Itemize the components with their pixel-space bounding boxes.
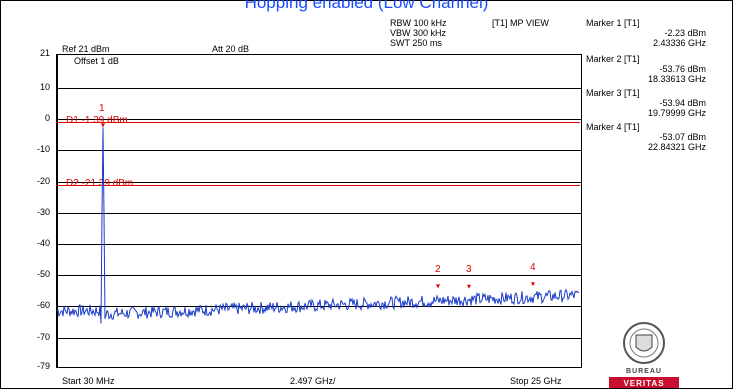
y-tick-label: -30 [36, 207, 50, 217]
grid-line [57, 244, 581, 245]
display-line-d1 [56, 122, 580, 123]
y-tick-label: 0 [44, 113, 50, 123]
grid-line [57, 88, 581, 89]
page-title: Hopping enabled (Low Channel) [244, 0, 489, 12]
attenuation: Att 20 dB [212, 44, 250, 54]
grid-line [57, 213, 581, 214]
marker-triangle [436, 284, 440, 289]
vbw-setting: VBW 300 kHz [390, 28, 447, 38]
rbw-setting: RBW 100 kHz [390, 18, 447, 28]
svg-text:VERITAS: VERITAS [623, 379, 664, 388]
y-tick-label: -20 [36, 176, 50, 186]
marker-triangle [467, 284, 471, 289]
marker-2-readout: Marker 2 [T1] -53.76 dBm 18.33613 GHz [586, 54, 706, 84]
display-line-d2 [56, 185, 580, 186]
y-tick-label: -79 [36, 361, 50, 371]
grid-line [57, 119, 581, 120]
grid-line [57, 182, 581, 183]
bureau-veritas-logo: BUREAU VERITAS [609, 322, 679, 388]
y-tick-label: -50 [36, 269, 50, 279]
x-start-label: Start 30 MHz [62, 376, 115, 386]
swt-setting: SWT 250 ms [390, 38, 442, 48]
y-tick-label: -40 [36, 238, 50, 248]
marker-number: 3 [466, 264, 472, 275]
ref-level: Ref 21 dBm [62, 44, 110, 54]
y-tick-label: 10 [39, 82, 50, 92]
marker-triangle [531, 282, 535, 287]
grid-line [57, 275, 581, 276]
grid-line [57, 150, 581, 151]
grid-line [57, 306, 581, 307]
y-tick-label: -60 [36, 300, 50, 310]
marker-3-readout: Marker 3 [T1] -53.94 dBm 19.79999 GHz [586, 88, 706, 118]
offset-label: Offset 1 dB [74, 56, 119, 66]
trace-view: [T1] MP VIEW [492, 18, 549, 28]
marker-number: 2 [435, 264, 441, 275]
marker-number: 1 [99, 103, 105, 114]
display-line-d2-label: D2 -21.39 dBm [66, 178, 134, 189]
marker-1-readout: Marker 1 [T1] -2.23 dBm 2.43336 GHz [586, 18, 706, 48]
y-tick-label: -10 [36, 144, 50, 154]
marker-triangle [101, 123, 105, 128]
x-stop-label: Stop 25 GHz [510, 376, 562, 386]
spectrum-plot [56, 54, 582, 368]
display-line-d1-label: D1 -1.39 dBm [66, 115, 128, 126]
svg-text:BUREAU: BUREAU [626, 368, 662, 375]
y-tick-label: 21 [39, 48, 50, 58]
x-division-label: 2.497 GHz/ [290, 376, 336, 386]
left-axis [57, 55, 58, 367]
marker-4-readout: Marker 4 [T1] -53.07 dBm 22.84321 GHz [586, 122, 706, 152]
grid-line [57, 338, 581, 339]
marker-number: 4 [530, 262, 536, 273]
y-tick-label: -70 [36, 332, 50, 342]
